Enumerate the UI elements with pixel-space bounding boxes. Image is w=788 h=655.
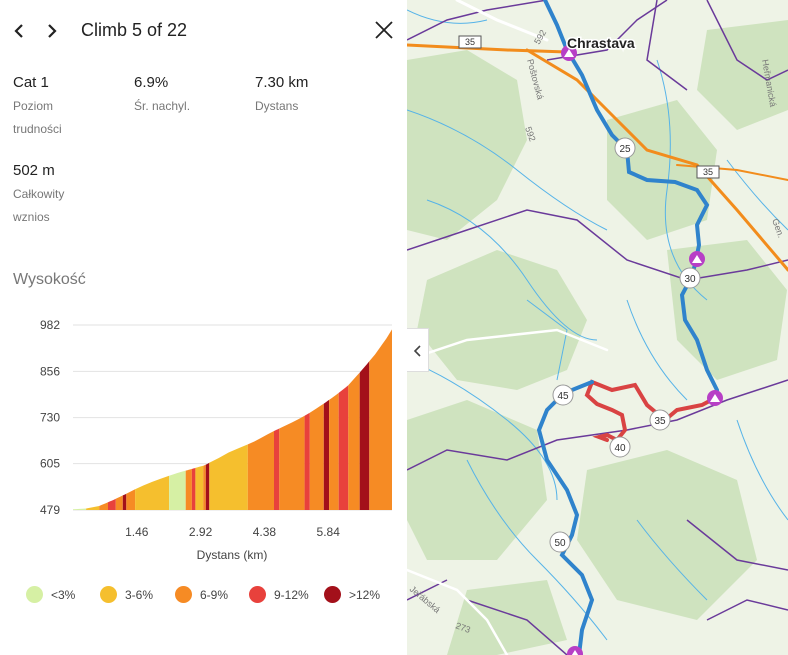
road-label: 592 <box>523 125 538 143</box>
y-tick-label: 730 <box>40 411 60 425</box>
distance-markers: 25 30 35 40 45 50 <box>549 137 701 553</box>
climb-title: Climb 5 of 22 <box>81 20 188 40</box>
y-tick-label: 856 <box>40 364 60 378</box>
road-number: 35 <box>703 167 713 177</box>
route-map[interactable]: 25 30 35 40 45 50 <box>407 0 788 655</box>
legend-swatch <box>100 586 117 603</box>
elevation-segment <box>338 385 349 510</box>
elevation-segment <box>108 498 116 510</box>
distance-marker: 50 <box>554 538 566 549</box>
climb-marker-icon[interactable] <box>567 646 583 655</box>
climb-detail-panel: Climb 5 of 22 Cat 1 Poziom trudności 6.9… <box>8 17 396 605</box>
elevation-segment <box>359 361 370 510</box>
climb-marker-icon[interactable] <box>707 390 723 406</box>
distance-marker: 25 <box>619 144 631 155</box>
elevation-segment <box>205 462 210 510</box>
climb-marker-icon[interactable] <box>689 251 705 267</box>
difficulty-value: Cat 1 <box>13 74 49 91</box>
forest-areas <box>407 20 788 655</box>
x-axis-label: Dystans (km) <box>197 548 268 562</box>
x-tick-label: 4.38 <box>253 525 277 539</box>
road-shields: 35 35 <box>458 35 720 179</box>
distance-marker: 30 <box>684 274 696 285</box>
elevation-segment <box>115 495 123 510</box>
chevron-right-icon <box>48 24 57 38</box>
elevation-segment <box>279 415 305 510</box>
legend-label: <3% <box>51 588 76 602</box>
previous-climb-button[interactable] <box>8 17 32 45</box>
close-button[interactable] <box>372 18 396 42</box>
elevation-segment <box>99 502 108 510</box>
road-label: Gen. <box>770 217 786 239</box>
road-label: Jeřábská <box>408 584 442 615</box>
legend-swatch <box>26 586 43 603</box>
road-number: 35 <box>465 37 475 47</box>
elevation-title: Wysokość <box>13 271 86 288</box>
x-tick-label: 2.92 <box>189 525 213 539</box>
map-canvas[interactable]: 25 30 35 40 45 50 <box>407 0 788 655</box>
legend-label: >12% <box>349 588 381 602</box>
route-line-before <box>543 0 719 392</box>
distance-marker: 40 <box>614 443 626 454</box>
total-ascent-stat: 502 m Całkowity wznios <box>13 161 113 229</box>
distance-label: Dystans <box>255 99 299 113</box>
avg-gradient-value: 6.9% <box>134 74 169 91</box>
legend-label: 6-9% <box>200 588 229 602</box>
avg-gradient-stat: 6.9% Śr. nachyl. <box>134 73 244 118</box>
chevron-left-icon <box>14 24 23 38</box>
difficulty-label: Poziom trudności <box>13 99 62 136</box>
elevation-segment <box>86 506 100 510</box>
elevation-segment <box>169 470 186 510</box>
avg-gradient-label: Śr. nachyl. <box>134 99 191 113</box>
chevron-left-icon <box>413 345 421 357</box>
distance-marker: 45 <box>557 391 569 402</box>
y-tick-label: 479 <box>40 503 60 517</box>
elevation-segment <box>247 431 274 510</box>
road-label: 273 <box>454 620 472 635</box>
legend-swatch <box>249 586 266 603</box>
total-ascent-label: Całkowity wznios <box>13 187 65 224</box>
collapse-panel-button[interactable] <box>407 328 429 372</box>
legend-swatch <box>324 586 341 603</box>
elevation-segment <box>195 465 204 510</box>
close-icon <box>375 21 393 39</box>
elevation-segment <box>209 444 248 510</box>
legend-swatch <box>175 586 192 603</box>
x-tick-label: 1.46 <box>125 525 149 539</box>
elevation-segment <box>369 329 392 510</box>
elevation-segment <box>191 467 196 510</box>
elevation-segment <box>73 508 87 510</box>
elevation-segment <box>329 392 339 510</box>
legend-label: 3-6% <box>125 588 154 602</box>
elevation-segment <box>348 372 360 510</box>
y-tick-label: 982 <box>40 318 60 332</box>
town-label: Chrastava <box>567 35 635 51</box>
road-label: 592 <box>532 28 548 46</box>
distance-marker: 35 <box>654 416 666 427</box>
elevation-chart: 982 856 730 605 479 1.46 2.92 4.38 5.84 Dystans… <box>40 318 392 562</box>
elevation-segment <box>135 475 170 510</box>
elevation-segment <box>122 493 127 510</box>
next-climb-button[interactable] <box>40 17 64 45</box>
distance-value: 7.30 km <box>255 74 309 91</box>
climb-marker-icon[interactable] <box>561 45 577 61</box>
difficulty-stat: Cat 1 Poziom trudności <box>13 73 113 141</box>
road-label: Poštovská <box>525 58 545 101</box>
elevation-segment <box>185 468 192 510</box>
elevation-segment <box>323 399 330 510</box>
x-tick-label: 5.84 <box>317 525 341 539</box>
climb-markers[interactable] <box>561 45 723 655</box>
elevation-segment <box>304 412 310 510</box>
elevation-segment <box>203 464 206 510</box>
elevation-segment <box>126 489 136 510</box>
total-ascent-value: 502 m <box>13 162 55 179</box>
distance-stat: 7.30 km Dystans <box>255 73 365 118</box>
y-tick-label: 605 <box>40 457 60 471</box>
elevation-segment <box>309 403 324 510</box>
legend-label: 9-12% <box>274 588 309 602</box>
gradient-legend: <3% 3-6% 6-9% 9-12% >12% <box>26 585 396 605</box>
elevation-segment <box>274 428 280 510</box>
